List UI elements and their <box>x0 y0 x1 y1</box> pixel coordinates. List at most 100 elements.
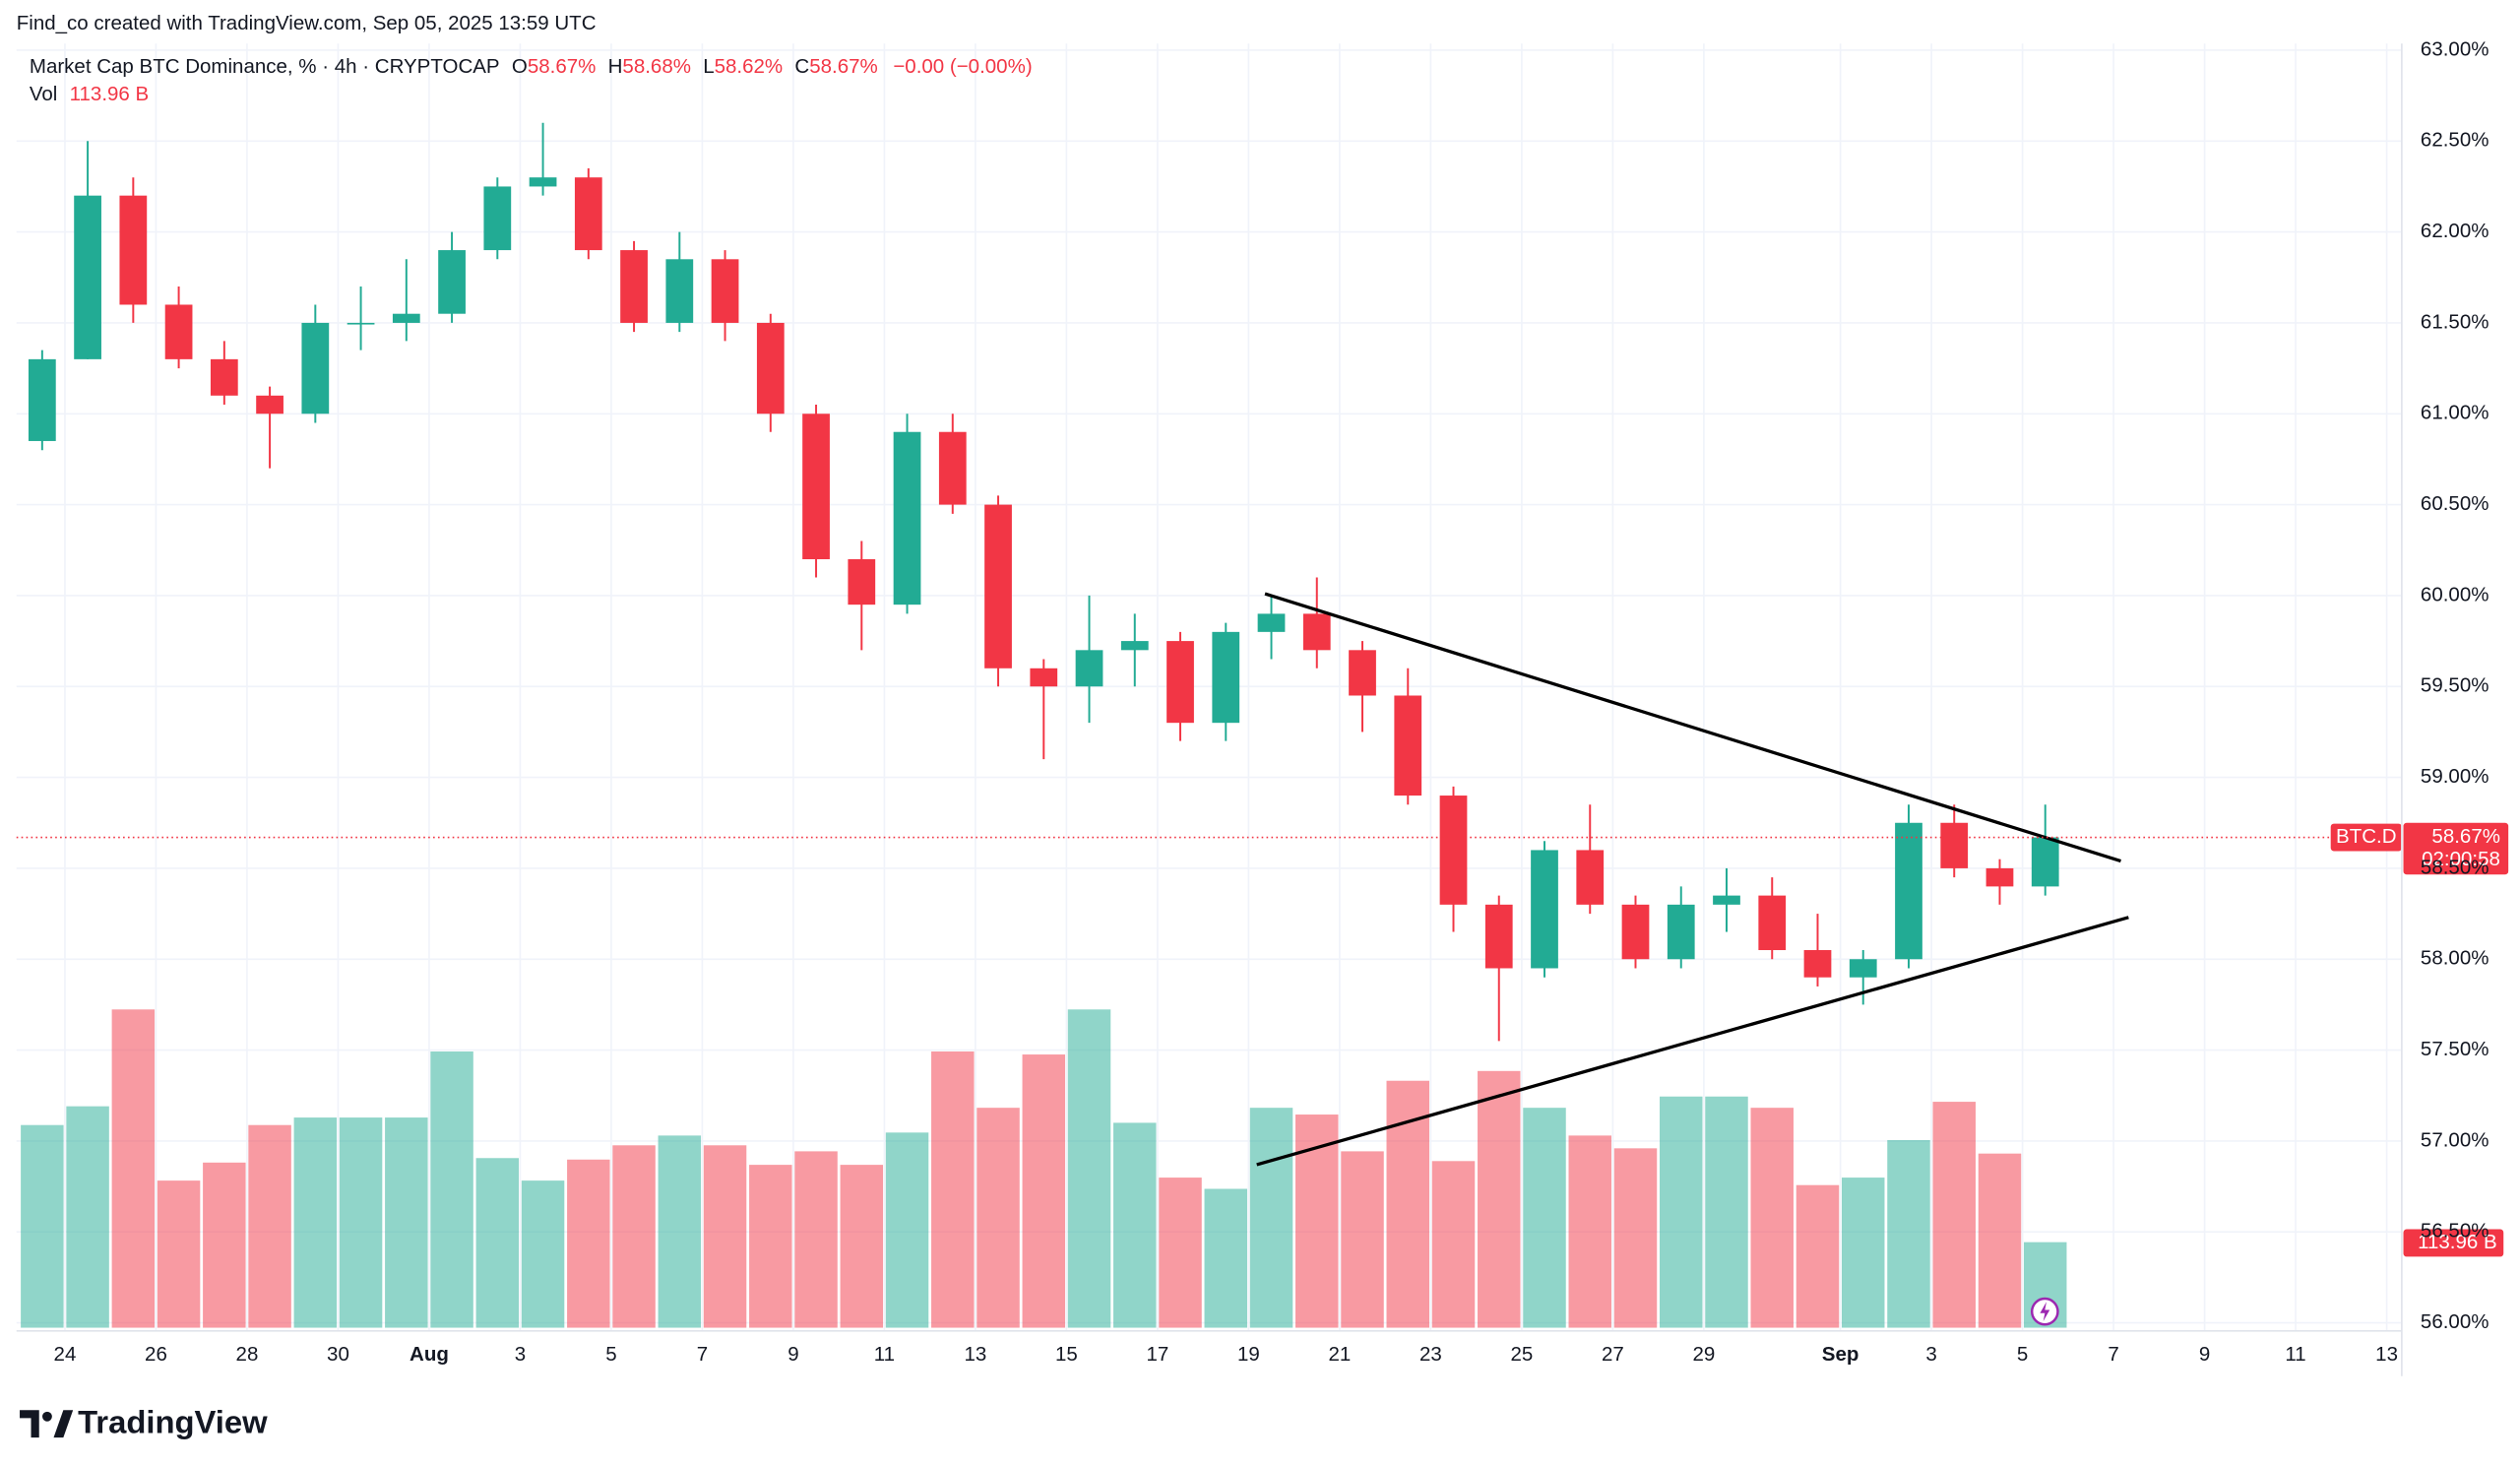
symbol-tag: BTC.D <box>2336 825 2397 848</box>
logo-mark <box>20 1410 39 1438</box>
x-tick-label: 7 <box>2108 1343 2118 1366</box>
y-tick-label: 59.50% <box>2421 674 2489 697</box>
volume-bar <box>430 1051 473 1328</box>
x-tick-label: 28 <box>236 1343 259 1366</box>
x-tick-label: 5 <box>605 1343 616 1366</box>
y-tick-label: 62.00% <box>2421 220 2489 242</box>
x-tick-label: 27 <box>1602 1343 1624 1366</box>
candle-body <box>2031 837 2059 887</box>
volume-bar <box>612 1145 656 1328</box>
candle-body <box>1895 822 1922 960</box>
x-tick-label: 7 <box>697 1343 708 1366</box>
y-tick-label: 56.00% <box>2421 1310 2489 1333</box>
candle-body <box>1713 895 1740 905</box>
candle-body <box>1394 695 1422 796</box>
volume-bar <box>567 1159 610 1328</box>
y-tick-label: 59.00% <box>2421 765 2489 788</box>
x-tick-label: Sep <box>1822 1343 1859 1366</box>
volume-bar <box>111 1009 156 1328</box>
candle-body <box>74 195 101 359</box>
x-tick-label: 13 <box>965 1343 987 1366</box>
x-tick-label: 23 <box>1419 1343 1442 1366</box>
candle-body <box>848 558 876 605</box>
candle-body <box>1484 904 1513 969</box>
price-label-box <box>2403 822 2509 875</box>
x-tick-label: 17 <box>1146 1343 1168 1366</box>
y-tick-label: 61.50% <box>2421 310 2489 333</box>
y-tick-label: 56.50% <box>2421 1220 2489 1242</box>
candle-body <box>1120 641 1149 651</box>
volume-bar <box>521 1180 565 1328</box>
volume-bar <box>1159 1178 1202 1328</box>
volume-bar <box>931 1051 975 1328</box>
candle-body <box>529 177 557 187</box>
candle-body <box>1439 796 1468 905</box>
y-tick-label: 63.00% <box>2421 37 2489 60</box>
l-key: L <box>703 55 714 78</box>
countdown: 02:00:58 <box>2422 848 2500 870</box>
candle-body <box>1257 613 1286 632</box>
x-tick-label: Aug <box>410 1343 449 1366</box>
volume-bar <box>21 1124 64 1328</box>
x-tick-label: 21 <box>1328 1343 1351 1366</box>
candle-body <box>256 395 284 414</box>
x-tick-label: 13 <box>2375 1343 2398 1366</box>
l: 58.62% <box>715 55 784 78</box>
candle-body <box>1576 850 1605 905</box>
candle-body <box>164 304 193 359</box>
candle-body <box>802 414 830 559</box>
candle-body <box>938 431 967 505</box>
volume-bar <box>1431 1161 1476 1328</box>
y-tick-label: 60.50% <box>2421 492 2489 515</box>
volume-label: 113.96 B <box>2418 1231 2497 1253</box>
volume-bar <box>66 1106 109 1328</box>
candle-body <box>893 431 921 605</box>
volume-bar <box>1750 1108 1794 1328</box>
h: 58.68% <box>622 55 691 78</box>
volume-bar <box>1660 1096 1703 1328</box>
volume-bar <box>157 1180 201 1328</box>
trendline <box>1256 916 2129 1167</box>
volume-bar <box>1705 1096 1748 1328</box>
volume-bar <box>475 1158 520 1328</box>
candle-body <box>1985 867 2014 887</box>
x-tick-label: 3 <box>515 1343 526 1366</box>
vol: 113.96 B <box>70 83 150 105</box>
candle-body <box>984 504 1012 669</box>
candle-body <box>1621 904 1650 960</box>
h-key: H <box>608 55 623 78</box>
candle-body <box>1302 613 1331 651</box>
volume-bar <box>1249 1108 1293 1328</box>
volume-bar <box>1067 1009 1111 1328</box>
logo-dot <box>42 1411 52 1422</box>
candle-body <box>392 313 420 323</box>
vol-key: Vol <box>30 83 58 105</box>
x-tick-label: 19 <box>1237 1343 1260 1366</box>
volume-bar <box>840 1165 884 1328</box>
candles <box>28 122 2059 1042</box>
volume-bar <box>1523 1108 1566 1328</box>
candle-body <box>711 259 739 323</box>
candle-body <box>665 259 694 323</box>
y-tick-label: 58.00% <box>2421 947 2489 970</box>
candle-body <box>1667 904 1695 960</box>
x-tick-label: 24 <box>54 1343 77 1366</box>
o-key: O <box>512 55 528 78</box>
x-tick-label: 30 <box>327 1343 349 1366</box>
volume-bar <box>385 1117 428 1328</box>
brand: TradingView <box>78 1404 268 1440</box>
x-tick-label: 11 <box>874 1343 895 1366</box>
y-tick-label: 62.50% <box>2421 129 2489 152</box>
volume-bar <box>1022 1054 1066 1328</box>
volume-bar <box>1978 1153 2022 1328</box>
credit: Find_co created with TradingView.com, Se… <box>17 12 597 34</box>
candle-body <box>1531 850 1558 969</box>
candle-body <box>1940 822 1969 868</box>
y-tick-label: 60.00% <box>2421 583 2489 605</box>
symbol-tag-box <box>2330 823 2402 852</box>
volume-bar <box>1478 1070 1521 1328</box>
candle-body <box>28 358 56 441</box>
candle-body <box>1166 641 1194 724</box>
overlays: BTC.D 58.67%02:00:58 113.96 B <box>16 592 2509 1257</box>
